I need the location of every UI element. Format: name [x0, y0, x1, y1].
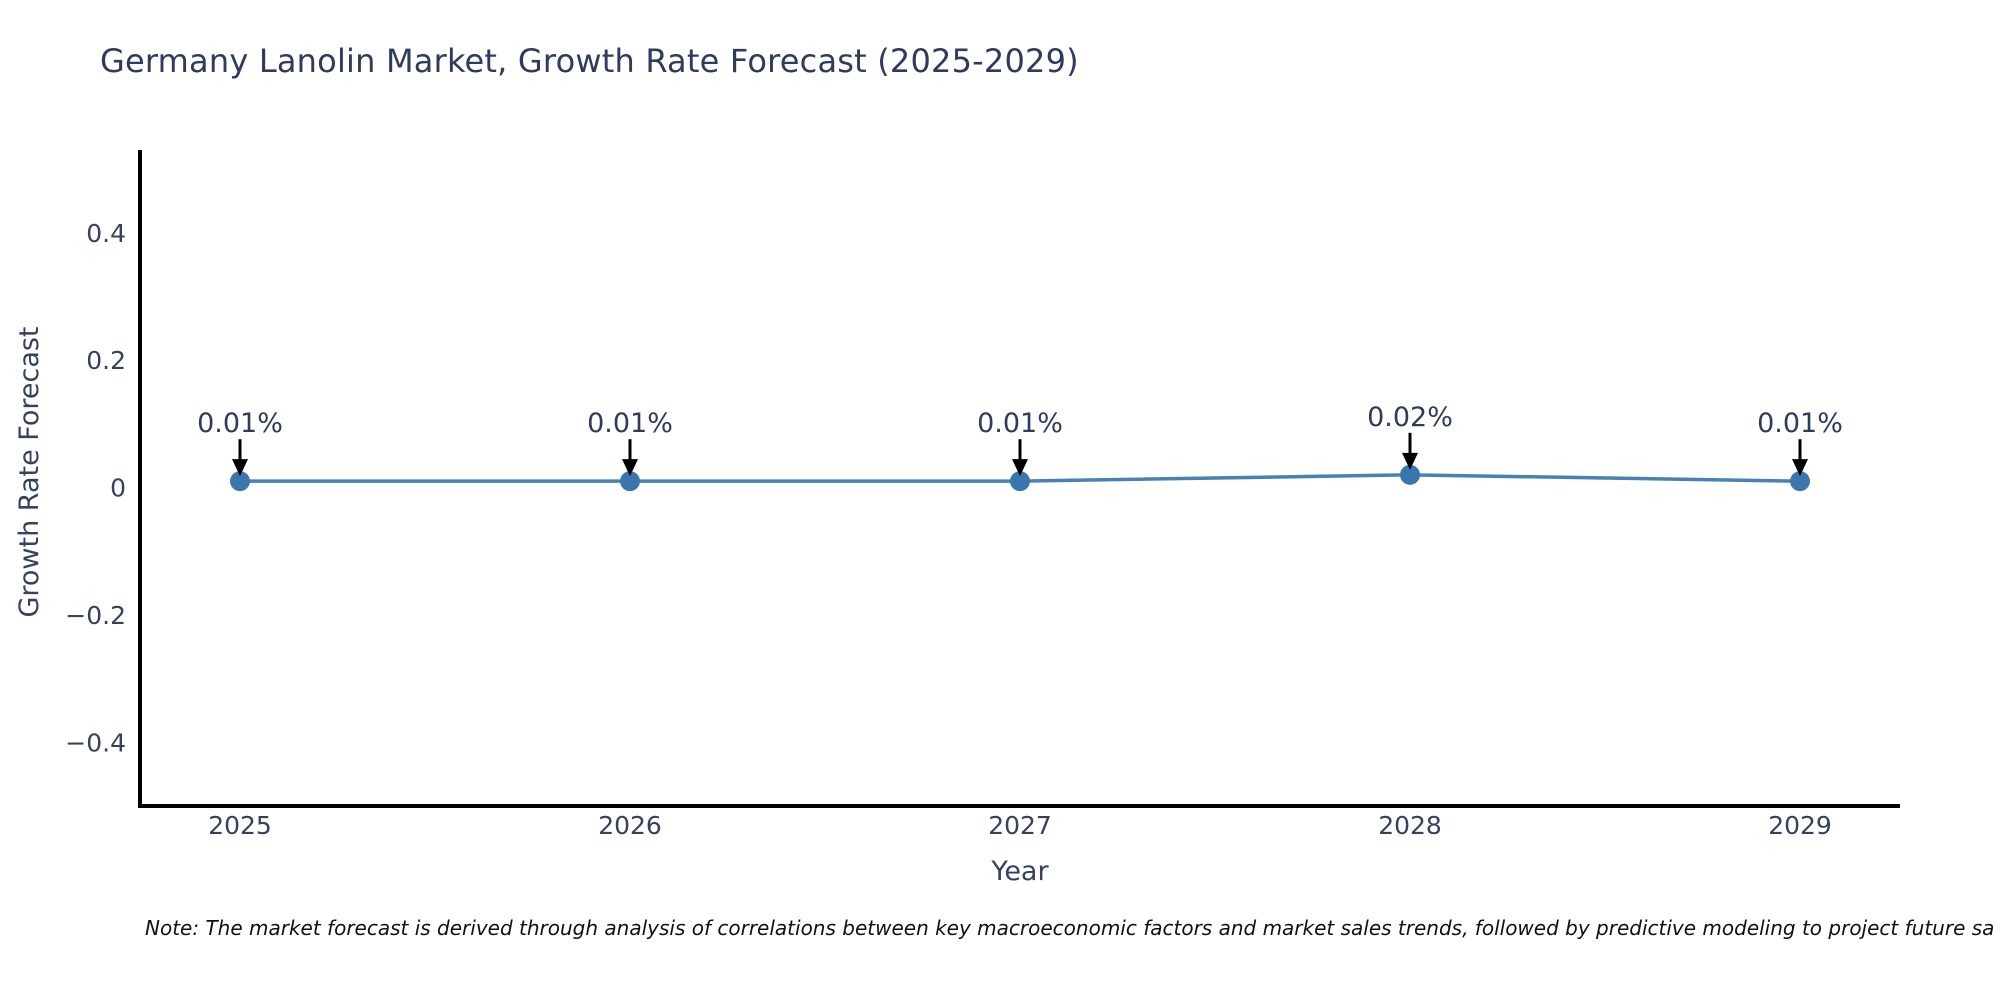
annotation-arrow-head-icon	[1012, 459, 1028, 477]
annotation-label: 0.01%	[977, 408, 1063, 439]
x-tick-label: 2025	[208, 811, 272, 840]
y-tick-label: 0.2	[86, 346, 126, 375]
annotation-arrow-head-icon	[1792, 459, 1808, 477]
annotation-label: 0.01%	[1757, 408, 1843, 439]
data-point-2026	[620, 471, 640, 492]
y-tick-label: 0	[110, 474, 126, 503]
annotation-arrow-head-icon	[622, 459, 638, 477]
x-tick-label: 2026	[598, 811, 662, 840]
data-point-2029	[1790, 471, 1810, 492]
footnote-text: Note: The market forecast is derived thr…	[145, 916, 1995, 940]
y-tick-label: −0.2	[65, 601, 126, 630]
annotation-label: 0.01%	[197, 408, 283, 439]
annotation-arrow-head-icon	[232, 459, 248, 477]
data-point-2025	[230, 471, 250, 492]
x-tick-label: 2027	[988, 811, 1052, 840]
y-axis-label: Growth Rate Forecast	[14, 326, 45, 618]
y-tick-label: −0.4	[65, 728, 126, 757]
annotation-arrow-head-icon	[1402, 452, 1418, 470]
data-point-2027	[1010, 471, 1030, 492]
annotation-label: 0.01%	[587, 408, 673, 439]
x-axis-label: Year	[991, 856, 1049, 887]
data-point-2028	[1400, 464, 1420, 485]
annotation-label: 0.02%	[1367, 402, 1453, 433]
chart-title: Germany Lanolin Market, Growth Rate Fore…	[100, 42, 1079, 80]
x-tick-label: 2029	[1768, 811, 1832, 840]
y-tick-label: 0.4	[86, 219, 126, 248]
x-tick-label: 2028	[1378, 811, 1442, 840]
